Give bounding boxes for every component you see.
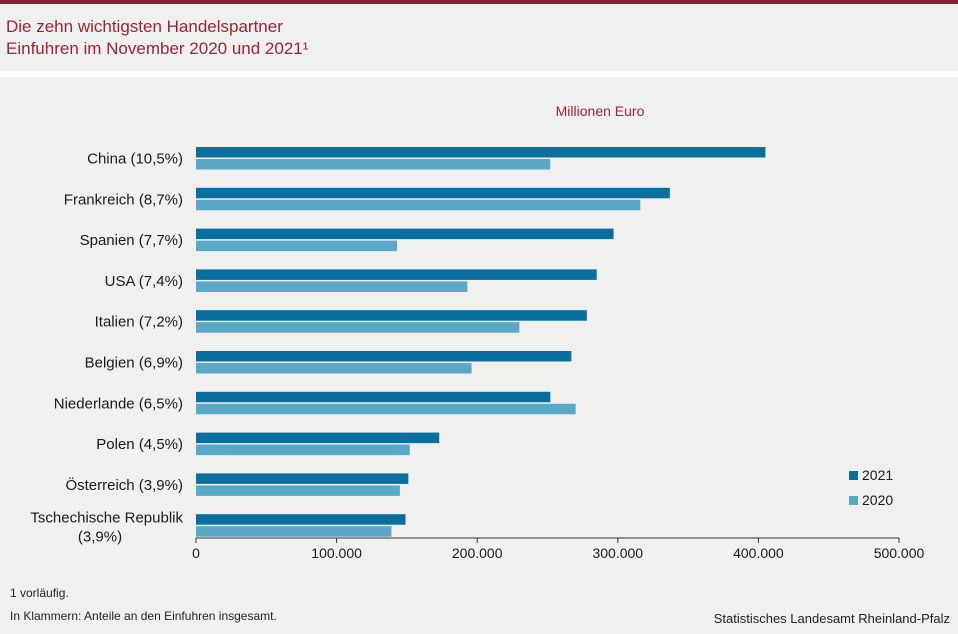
footnote-preliminary: 1 vorläufig. — [10, 586, 69, 600]
x-tick-label: 500.000 — [874, 545, 925, 561]
bar-2020-0 — [196, 159, 551, 170]
bar-2021-8 — [196, 473, 409, 484]
category-label: USA (7,4%) — [105, 273, 183, 290]
footnote-brackets: In Klammern: Anteile an den Einfuhren in… — [10, 609, 277, 623]
x-tick-label: 100.000 — [311, 545, 362, 561]
bar-2020-2 — [196, 240, 398, 252]
bar-2020-7 — [196, 444, 410, 456]
legend-label-2021: 2021 — [862, 467, 893, 483]
category-label: Italien (7,2%) — [95, 314, 183, 331]
chart-title-line-1: Die zehn wichtigsten Handelspartner — [6, 17, 283, 36]
category-label: Spanien (7,7%) — [80, 232, 183, 249]
category-label: Belgien (6,9%) — [85, 355, 183, 372]
chart-title: Die zehn wichtigsten Handelspartner Einf… — [6, 16, 308, 60]
category-label: Polen (4,5%) — [96, 436, 183, 453]
chart-title-line-2: Einfuhren im November 2020 und 2021¹ — [6, 39, 309, 58]
bar-2020-3 — [196, 281, 468, 292]
chart-area: Millionen Euro China (10,5%) Frankreich (8… — [0, 77, 958, 629]
bar-2021-1 — [196, 187, 670, 199]
category-label: Niederlande (6,5%) — [54, 395, 183, 412]
category-label: Österreich (3,9%) — [65, 476, 183, 494]
bar-chart: Millionen Euro China (10,5%) Frankreich (8… — [30, 103, 925, 561]
source-credit: Statistisches Landesamt Rheinland-Pfalz — [713, 611, 950, 626]
bar-2021-5 — [196, 351, 572, 362]
bar-2021-0 — [196, 147, 766, 158]
header-separator — [0, 71, 958, 77]
bar-2021-7 — [196, 432, 440, 444]
category-label: Tschechische Republik — [30, 510, 183, 527]
chart-header: Die zehn wichtigsten Handelspartner Einf… — [0, 4, 958, 71]
bar-2020-4 — [196, 322, 520, 333]
unit-label: Millionen Euro — [556, 103, 645, 119]
bar-2021-6 — [196, 391, 551, 403]
bar-2021-4 — [196, 310, 587, 321]
category-label: Frankreich (8,7%) — [64, 191, 183, 208]
top-accent-bar — [0, 0, 958, 4]
bar-2020-5 — [196, 363, 472, 374]
x-tick-label: 300.000 — [592, 545, 643, 561]
bar-2021-9 — [196, 514, 406, 525]
legend-label-2020: 2020 — [862, 492, 893, 508]
bar-2021-2 — [196, 228, 614, 240]
bar-2020-8 — [196, 485, 400, 496]
x-tick-label: 200.000 — [452, 545, 503, 561]
legend-swatch-2020 — [849, 496, 858, 505]
category-label-line-2: (3,9%) — [78, 529, 122, 546]
bar-2020-9 — [196, 526, 392, 537]
legend-swatch-2021 — [849, 471, 858, 480]
bar-2020-1 — [196, 199, 641, 211]
bar-2021-3 — [196, 269, 597, 280]
x-tick-label: 0 — [192, 545, 200, 561]
category-label: China (10,5%) — [87, 151, 183, 168]
x-tick-label: 400.000 — [733, 545, 784, 561]
bar-2020-6 — [196, 403, 576, 415]
